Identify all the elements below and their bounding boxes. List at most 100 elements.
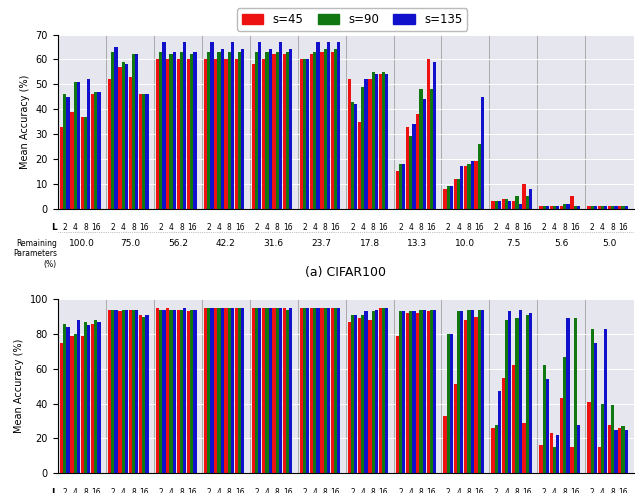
Text: 8: 8	[371, 223, 376, 232]
Bar	[594, 343, 597, 473]
Bar	[412, 124, 415, 209]
Bar	[385, 308, 388, 473]
Text: 8: 8	[275, 488, 280, 493]
Bar	[406, 313, 409, 473]
Bar	[481, 310, 484, 473]
Bar	[316, 42, 320, 209]
Bar	[611, 405, 614, 473]
Bar	[460, 312, 463, 473]
Text: 8: 8	[227, 488, 232, 493]
Text: 8: 8	[131, 488, 136, 493]
Bar	[426, 59, 430, 209]
Bar	[132, 310, 135, 473]
Bar	[279, 42, 282, 209]
Bar	[470, 310, 474, 473]
Text: Remaining
Parameters
(%): Remaining Parameters (%)	[13, 239, 57, 269]
Text: 16: 16	[618, 488, 628, 493]
Bar	[327, 42, 330, 209]
Bar	[111, 52, 115, 209]
Bar	[187, 312, 190, 473]
Bar	[316, 308, 320, 473]
Bar	[310, 54, 313, 209]
Text: L: L	[51, 223, 57, 232]
Bar	[139, 94, 142, 209]
Bar	[560, 398, 563, 473]
Bar	[273, 308, 276, 473]
Bar	[406, 127, 409, 209]
Bar	[361, 87, 364, 209]
Bar	[177, 59, 180, 209]
Bar	[570, 447, 573, 473]
Bar	[529, 189, 532, 209]
Bar	[430, 89, 433, 209]
Bar	[409, 137, 412, 209]
Bar	[348, 79, 351, 209]
Bar	[286, 52, 289, 209]
Text: 2: 2	[494, 488, 499, 493]
Bar	[276, 52, 279, 209]
Bar	[334, 308, 337, 473]
Text: 2: 2	[350, 223, 355, 232]
Text: 2: 2	[111, 488, 115, 493]
Bar	[156, 59, 159, 209]
Text: 42.2: 42.2	[216, 239, 236, 248]
Bar	[474, 161, 477, 209]
Text: 100.0: 100.0	[69, 239, 95, 248]
Bar	[368, 320, 371, 473]
Bar	[512, 365, 515, 473]
Bar	[467, 164, 470, 209]
Text: 16: 16	[570, 223, 580, 232]
Bar	[419, 310, 422, 473]
Bar	[368, 79, 371, 209]
Bar	[87, 325, 90, 473]
Bar	[618, 206, 621, 209]
Bar	[221, 49, 224, 209]
Bar	[529, 313, 532, 473]
Bar	[218, 52, 221, 209]
Bar	[358, 122, 361, 209]
Bar	[235, 59, 238, 209]
Bar	[204, 308, 207, 473]
Bar	[166, 308, 170, 473]
Bar	[74, 82, 77, 209]
Legend: s=45, s=90, s=135: s=45, s=90, s=135	[237, 8, 467, 31]
Bar	[67, 97, 70, 209]
Text: 31.6: 31.6	[264, 239, 284, 248]
Bar	[608, 424, 611, 473]
Text: 8: 8	[131, 223, 136, 232]
Bar	[252, 308, 255, 473]
Bar	[115, 47, 118, 209]
Bar	[125, 65, 128, 209]
Bar	[225, 308, 228, 473]
Text: 2: 2	[542, 223, 547, 232]
Bar	[502, 199, 505, 209]
Bar	[550, 206, 553, 209]
Bar	[142, 317, 145, 473]
Bar	[289, 308, 292, 473]
Bar	[515, 318, 518, 473]
Bar	[522, 184, 525, 209]
Bar	[187, 59, 190, 209]
Text: 8: 8	[83, 223, 88, 232]
Bar	[289, 49, 292, 209]
Text: 8: 8	[419, 223, 424, 232]
Text: 2: 2	[63, 488, 67, 493]
Bar	[433, 310, 436, 473]
Text: 8: 8	[83, 488, 88, 493]
Text: 8: 8	[179, 223, 184, 232]
Bar	[97, 92, 100, 209]
Bar	[180, 52, 183, 209]
Text: 4: 4	[600, 223, 605, 232]
Text: 16: 16	[91, 488, 100, 493]
Bar	[412, 312, 415, 473]
Bar	[351, 102, 354, 209]
Bar	[563, 204, 566, 209]
Text: 16: 16	[283, 223, 292, 232]
Text: 16: 16	[331, 223, 340, 232]
Bar	[324, 49, 327, 209]
Bar	[608, 206, 611, 209]
Bar	[502, 378, 505, 473]
Text: 16: 16	[91, 223, 100, 232]
Bar	[518, 310, 522, 473]
Text: 4: 4	[456, 488, 461, 493]
